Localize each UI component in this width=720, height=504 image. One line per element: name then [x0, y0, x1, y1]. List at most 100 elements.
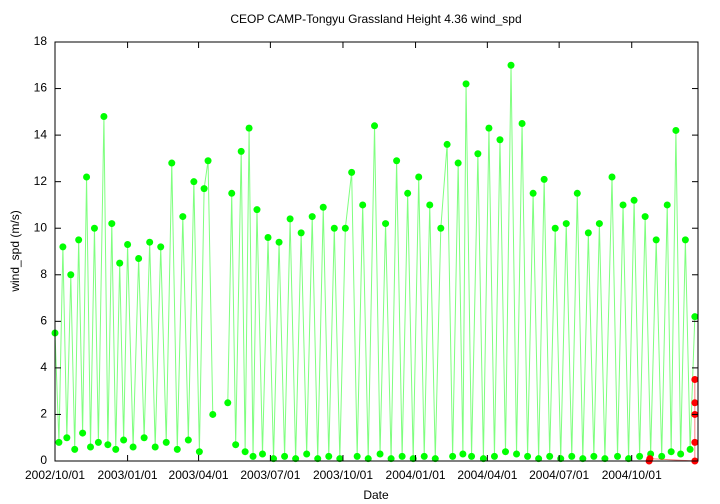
data-point [303, 450, 311, 458]
y-tick-label: 4 [40, 360, 47, 374]
data-point [652, 236, 660, 244]
data-point [641, 213, 649, 221]
data-point [209, 410, 217, 418]
data-point [409, 455, 417, 463]
data-point [281, 452, 289, 460]
data-point [601, 455, 609, 463]
data-point [112, 445, 120, 453]
y-tick-label: 0 [40, 453, 47, 467]
data-point [190, 178, 198, 186]
data-point [270, 455, 278, 463]
y-tick-label: 18 [34, 34, 48, 48]
data-point [75, 236, 83, 244]
x-tick-label: 2004/07/01 [529, 468, 589, 482]
data-point [168, 159, 176, 167]
data-point [157, 243, 165, 251]
data-point [124, 241, 132, 249]
data-point [151, 443, 159, 451]
data-point [200, 185, 208, 193]
data-point [264, 234, 272, 242]
data-point [501, 448, 509, 456]
data-point [104, 441, 112, 449]
data-point [608, 173, 616, 181]
data-point [614, 452, 622, 460]
data-point [663, 201, 671, 209]
data-point [359, 201, 367, 209]
data-point [474, 150, 482, 158]
y-tick-label: 8 [40, 267, 47, 281]
plot-frame [54, 41, 699, 462]
data-point [100, 112, 108, 120]
data-point [490, 452, 498, 460]
data-point [245, 124, 253, 132]
data-point [79, 429, 87, 437]
data-point [382, 220, 390, 228]
data-point [584, 229, 592, 237]
data-point [297, 229, 305, 237]
data-point [691, 399, 699, 407]
data-point [241, 448, 249, 456]
x-tick-label: 2003/10/01 [313, 468, 373, 482]
data-point [625, 455, 633, 463]
data-point [468, 452, 476, 460]
data-point [224, 399, 232, 407]
data-point [173, 445, 181, 453]
data-point [636, 452, 644, 460]
data-point [691, 376, 699, 384]
data-point [529, 189, 537, 197]
data-point [507, 61, 515, 69]
x-tick-label: 2002/10/01 [25, 468, 85, 482]
data-point [371, 122, 379, 130]
data-point [336, 455, 344, 463]
data-point [398, 452, 406, 460]
data-point [518, 119, 526, 127]
data-point [454, 159, 462, 167]
data-point [90, 224, 98, 232]
data-point [204, 157, 212, 165]
data-point [546, 452, 554, 460]
x-tick-label: 2003/04/01 [169, 468, 229, 482]
data-point [443, 140, 451, 148]
y-axis-label: wind_spd (m/s) [8, 210, 22, 292]
data-point [672, 126, 680, 134]
data-point [459, 450, 467, 458]
data-point [686, 445, 694, 453]
data-point [364, 455, 372, 463]
data-point [292, 455, 300, 463]
data-point [393, 157, 401, 165]
data-point [535, 455, 543, 463]
data-point [116, 259, 124, 267]
data-point [513, 450, 521, 458]
data-point [485, 124, 493, 132]
data-point [387, 455, 395, 463]
data-point [258, 450, 266, 458]
data-point [590, 452, 598, 460]
data-point [691, 438, 699, 446]
data-point [437, 224, 445, 232]
data-point [691, 313, 699, 321]
data-point [129, 443, 137, 451]
data-point [232, 441, 240, 449]
data-point [431, 455, 439, 463]
x-tick-label: 2004/01/01 [386, 468, 446, 482]
data-point [404, 189, 412, 197]
x-tick-label: 2004/10/01 [602, 468, 662, 482]
data-point [325, 452, 333, 460]
data-point [524, 452, 532, 460]
data-point [162, 438, 170, 446]
data-point [426, 201, 434, 209]
data-point [83, 173, 91, 181]
data-point [619, 201, 627, 209]
data-point [55, 438, 63, 446]
data-point [630, 196, 638, 204]
data-point [353, 452, 361, 460]
data-point [667, 448, 675, 456]
data-point [59, 243, 67, 251]
data-point [479, 455, 487, 463]
data-point [184, 436, 192, 444]
data-point [253, 206, 261, 214]
data-point [341, 224, 349, 232]
data-point [63, 434, 71, 442]
data-point [330, 224, 338, 232]
